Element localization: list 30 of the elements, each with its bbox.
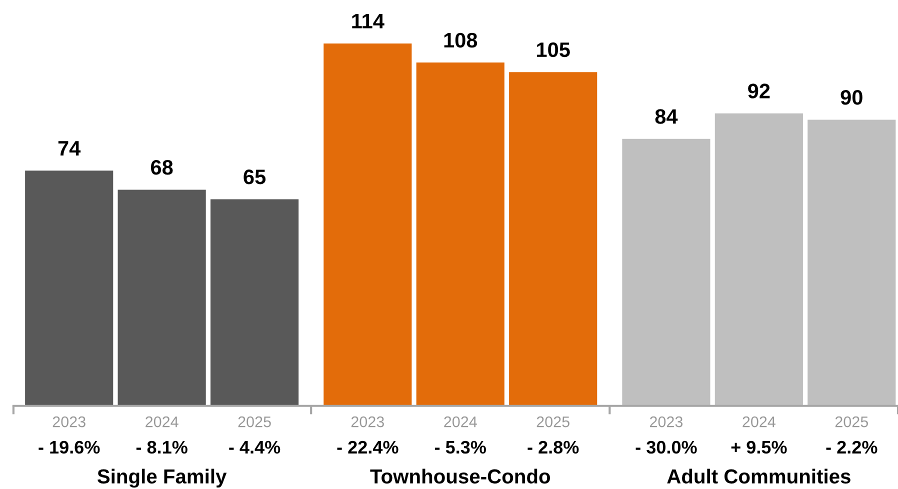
text: - 19.6%	[38, 440, 100, 454]
text: Adult Communities	[667, 468, 850, 484]
data-label: 108	[444, 32, 478, 48]
text: - 2.8%	[528, 440, 579, 454]
data-label: 92	[748, 84, 770, 98]
x-tick-label: 2024	[146, 416, 178, 428]
x-tick-label: 2025	[536, 416, 570, 428]
text: - 8.1%	[136, 440, 188, 454]
data-label: 65	[244, 170, 266, 184]
x-tick-label: 2024	[742, 416, 776, 428]
text: - 2.2%	[826, 440, 878, 454]
x-tick-label: 2024	[444, 416, 477, 428]
x-tick-label: 2023	[52, 416, 86, 428]
data-label: 74	[58, 141, 81, 156]
text: Single Family	[97, 468, 227, 488]
x-tick-label: 2025	[835, 416, 868, 428]
x-tick-label: 2023	[351, 416, 384, 428]
data-label: 68	[150, 160, 173, 175]
x-tick-label: 2023	[650, 416, 683, 428]
x-tick-label: 2025	[238, 416, 271, 428]
data-label: 114	[352, 14, 384, 28]
data-label: 105	[537, 42, 570, 58]
text: - 4.4%	[229, 440, 280, 454]
text: - 30.0%	[636, 440, 697, 454]
text: - 5.3%	[434, 440, 486, 454]
data-label: 84	[655, 109, 678, 124]
data-label: 90	[840, 90, 862, 105]
text: + 9.5%	[731, 440, 787, 454]
text: Townhouse-Condo	[370, 468, 550, 484]
text: - 22.4%	[337, 440, 398, 454]
